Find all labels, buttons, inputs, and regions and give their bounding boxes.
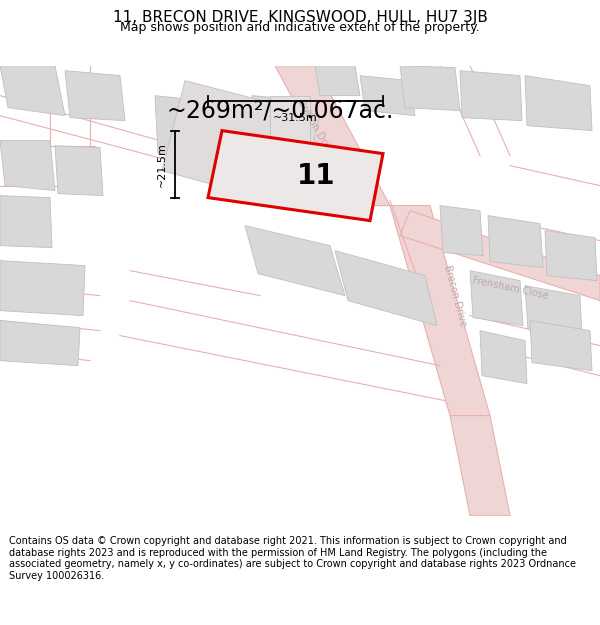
Polygon shape [400,66,460,111]
Polygon shape [65,71,125,121]
Text: 11, BRECON DRIVE, KINGSWOOD, HULL, HU7 3JB: 11, BRECON DRIVE, KINGSWOOD, HULL, HU7 3… [113,10,487,25]
Text: ~21.5m: ~21.5m [157,142,167,186]
Text: Frensham Close: Frensham Close [471,275,549,301]
Text: Contains OS data © Crown copyright and database right 2021. This information is : Contains OS data © Crown copyright and d… [9,536,576,581]
Polygon shape [460,71,522,121]
Text: ~31.5m: ~31.5m [273,112,318,123]
Polygon shape [360,76,415,116]
Polygon shape [55,146,103,196]
Polygon shape [440,206,483,256]
Polygon shape [270,96,310,206]
Polygon shape [530,321,592,371]
Polygon shape [0,261,85,316]
Polygon shape [480,331,527,384]
Polygon shape [245,226,345,296]
Polygon shape [545,231,597,281]
Polygon shape [400,211,600,301]
Text: Brecon Drive: Brecon Drive [295,98,335,158]
Polygon shape [0,141,55,191]
Polygon shape [470,271,523,326]
Polygon shape [525,76,592,131]
Polygon shape [252,96,315,156]
Text: ~269m²/~0.067ac.: ~269m²/~0.067ac. [166,99,394,122]
Polygon shape [275,66,390,206]
Text: Brecon Drive: Brecon Drive [442,264,468,328]
Polygon shape [488,216,543,268]
Polygon shape [208,131,383,221]
Polygon shape [335,251,437,326]
Polygon shape [315,66,360,96]
Polygon shape [162,81,320,208]
Polygon shape [525,286,582,338]
Polygon shape [0,321,80,366]
Polygon shape [155,96,255,161]
Text: 11: 11 [296,162,335,189]
Polygon shape [450,416,510,516]
Polygon shape [390,206,490,416]
Polygon shape [0,66,65,116]
Polygon shape [0,196,52,248]
Text: Map shows position and indicative extent of the property.: Map shows position and indicative extent… [120,21,480,34]
